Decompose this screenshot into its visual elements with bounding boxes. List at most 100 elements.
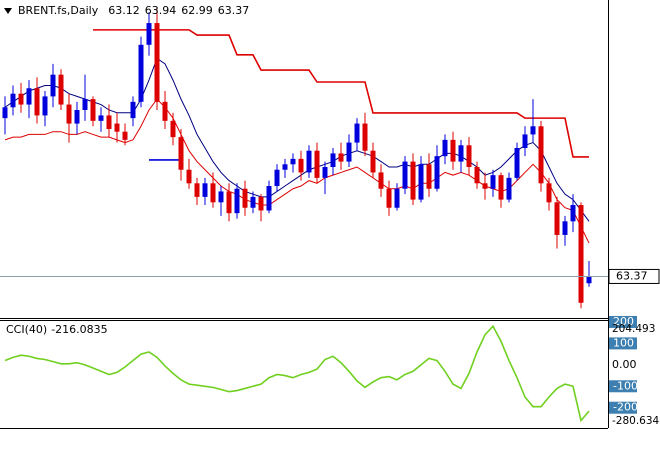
candle-body (122, 131, 128, 140)
candle-body (138, 44, 144, 102)
close-value: 63.37 (218, 4, 250, 17)
moving-average (4, 57, 590, 222)
candle-body (402, 161, 408, 189)
candle-body (450, 139, 456, 162)
candle-body (146, 23, 152, 45)
candle-body (506, 177, 512, 200)
candle-body (482, 183, 488, 189)
candle-body (562, 221, 568, 235)
candle-body (114, 123, 120, 132)
candle-body (90, 99, 96, 121)
candle-body (586, 276, 592, 284)
y-tick-label: 200 (613, 315, 634, 328)
candle-body (18, 93, 24, 105)
cci-line (4, 324, 590, 423)
candle-body (234, 188, 240, 214)
candle-body (362, 123, 368, 151)
candle-body (322, 167, 328, 178)
level-box (609, 315, 637, 328)
candle-body (82, 99, 88, 110)
candle-body (218, 191, 224, 203)
candle-body (274, 169, 280, 187)
candle-body (378, 172, 384, 189)
y-tick-label: 0.00 (612, 358, 637, 371)
candle-body (354, 123, 360, 143)
candle-body (458, 145, 464, 162)
candle-body (434, 156, 440, 189)
y-tick-label: 100 (613, 336, 634, 349)
low-value: 62.99 (181, 4, 213, 17)
candle-body (290, 158, 296, 165)
candle-body (74, 109, 80, 124)
candle-body (98, 115, 104, 121)
candle-body (242, 188, 248, 208)
candle-body (554, 202, 560, 235)
chart-title: BRENT.fs,Daily (18, 4, 99, 17)
candle-body (34, 88, 40, 116)
candle-body (578, 205, 584, 303)
level-box (609, 401, 637, 414)
candle-body (338, 153, 344, 162)
candle-body (186, 169, 192, 184)
candle-body (154, 23, 160, 102)
candle-body (170, 120, 176, 138)
candle-body (194, 183, 200, 197)
candle-body (522, 134, 528, 149)
indicator-value: -216.0835 (51, 323, 107, 336)
candle-body (162, 101, 168, 121)
candle-body (418, 164, 424, 200)
candle-body (370, 150, 376, 173)
candle-body (50, 74, 56, 97)
bid-label: 63.37 (616, 269, 648, 282)
candle-body (266, 186, 272, 211)
candle-body (130, 101, 136, 119)
candle-body (394, 188, 400, 208)
candle-body (178, 137, 184, 170)
candle-body (2, 107, 8, 119)
candle-body (26, 88, 32, 105)
menu-triangle (4, 8, 12, 14)
candle-body (258, 196, 264, 211)
candle-body (210, 183, 216, 203)
axis-limit-label: 204.493 (612, 323, 655, 335)
candle-body (346, 142, 352, 162)
level-box (609, 380, 637, 393)
candle-body (306, 150, 312, 173)
candle-body (10, 93, 16, 108)
labels: BRENT.fs,Daily 63.12 63.94 62.99 63.37 C… (4, 4, 660, 427)
candle-body (330, 153, 336, 168)
candle-body (282, 164, 288, 170)
bid-box (608, 268, 660, 284)
y-tick-label: -100 (613, 379, 638, 392)
candle-body (538, 126, 544, 184)
candle-body (474, 167, 480, 184)
candle-body (498, 175, 504, 200)
level-box (609, 337, 637, 350)
open-value: 63.12 (108, 4, 140, 17)
indicator-title: CCI(40) (6, 323, 47, 336)
candle-body (410, 161, 416, 200)
y-tick-label: -200 (613, 401, 638, 414)
candle-body (202, 183, 208, 197)
candle-body (58, 74, 64, 105)
candle-body (386, 188, 392, 208)
candle-body (530, 126, 536, 135)
candle-body (546, 183, 552, 203)
candle-body (570, 205, 576, 222)
high-value: 63.94 (145, 4, 177, 17)
candle-body (42, 96, 48, 116)
candle-body (442, 139, 448, 157)
candle-body (106, 115, 112, 129)
candle-body (226, 191, 232, 214)
candle-body (514, 148, 520, 178)
candle-body (466, 145, 472, 168)
candle-body (298, 158, 304, 173)
marks (0, 9, 608, 423)
axis-limit-label: -280.634 (612, 415, 660, 427)
candle-body (490, 175, 496, 189)
candle-body (426, 164, 432, 189)
candle-body (314, 150, 320, 178)
